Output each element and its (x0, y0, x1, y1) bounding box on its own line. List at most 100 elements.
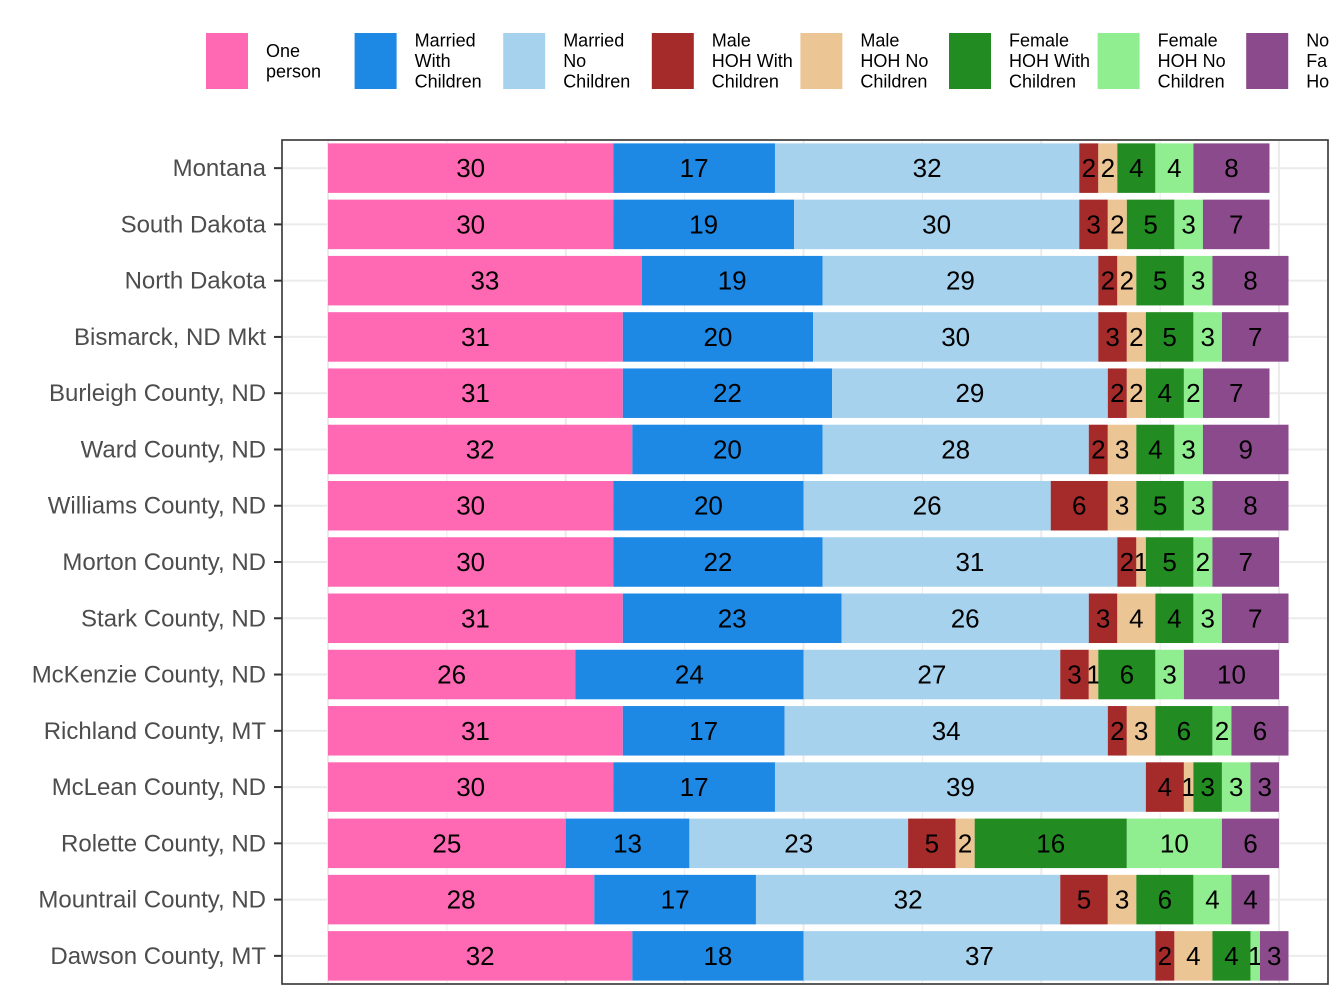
bar-segment-female-hoh-no-children (1250, 931, 1260, 981)
bar-segment-male-hoh-no-children (1183, 762, 1194, 812)
bar-segment-male-hoh-with-children (1098, 255, 1118, 306)
bar-segment-female-hoh-no-children (1155, 143, 1194, 193)
data-label: 1 (1134, 547, 1148, 577)
bar-segment-female-hoh-no-children (1183, 368, 1203, 418)
data-label: 4 (1243, 885, 1257, 915)
data-label: 3 (1086, 209, 1100, 239)
bar-segment-female-hoh-with-children (1155, 706, 1213, 756)
bar-segment-married-with-children (575, 649, 804, 700)
bar-segment-one-person (328, 762, 614, 812)
bar-segment-married-no-children (774, 143, 1080, 193)
data-label: 3 (1191, 266, 1205, 296)
data-label: 2 (1186, 378, 1200, 408)
data-label: 30 (456, 209, 485, 239)
data-label: 3 (1134, 716, 1148, 746)
y-tick-label: Bismarck, ND Mkt (74, 324, 266, 351)
data-label: 30 (456, 772, 485, 802)
legend-label: Male (860, 31, 899, 51)
data-label: 3 (1162, 660, 1176, 690)
data-label: 23 (718, 603, 747, 633)
data-label: 20 (703, 322, 732, 352)
data-label: 22 (703, 547, 732, 577)
data-label: 2 (1120, 547, 1134, 577)
bar-segment-married-with-children (613, 143, 775, 193)
bar-segment-male-hoh-with-children (1088, 593, 1118, 644)
bar-segment-one-person (328, 537, 614, 587)
bar-segment-male-hoh-with-children (1107, 368, 1127, 418)
data-label: 5 (1153, 491, 1167, 521)
data-label: 10 (1217, 660, 1246, 690)
legend-label: Children (860, 72, 927, 92)
data-label: 6 (1253, 716, 1267, 746)
data-label: 31 (461, 322, 490, 352)
legend-key (800, 33, 843, 89)
bar-segment-male-hoh-no-children (1174, 931, 1213, 981)
bar-segment-female-hoh-with-children (1212, 931, 1251, 981)
bar-segment-one-person (328, 480, 614, 531)
bar-segment-male-hoh-no-children (1107, 480, 1137, 531)
bar-segment-male-hoh-with-children (1060, 874, 1108, 925)
data-label: 3 (1181, 434, 1195, 464)
data-label: 5 (1143, 209, 1157, 239)
bar-segment-male-hoh-with-children (1079, 143, 1099, 193)
bar-segment-married-no-children (755, 874, 1061, 925)
data-label: 5 (925, 828, 939, 858)
data-label: 5 (1162, 322, 1176, 352)
bar-segment-female-hoh-with-children (1136, 255, 1184, 306)
bar-segment-female-hoh-with-children (1145, 312, 1194, 362)
bar-segment-married-with-children (565, 818, 690, 869)
data-label: 25 (432, 828, 461, 858)
y-tick-label: Rolette County, ND (61, 830, 266, 857)
bar-row-montana: 30 17 32 2 2 4 4 8 (328, 143, 1270, 193)
bar-segment-female-hoh-with-children (1155, 593, 1194, 644)
legend-key (1097, 33, 1140, 89)
bar-row-stark-county-nd: 31 23 26 3 4 4 3 7 (328, 593, 1289, 644)
bar-segment-male-hoh-no-children (1098, 143, 1118, 193)
bar-segment-one-person (328, 368, 623, 418)
legend: OnepersonMarriedWithChildrenMarriedNoChi… (206, 31, 1329, 92)
data-label: 2 (958, 828, 972, 858)
bar-row-south-dakota: 30 19 30 3 2 5 3 7 (328, 199, 1270, 250)
bar-segment-one-person (328, 593, 623, 644)
data-label: 31 (461, 716, 490, 746)
bar-segment-female-hoh-with-children (1145, 537, 1194, 587)
data-label: 3 (1258, 772, 1272, 802)
legend-label: person (266, 61, 321, 81)
bar-segment-non-family-ho (1231, 706, 1289, 756)
data-label: 4 (1224, 941, 1238, 971)
data-label: 3 (1115, 885, 1129, 915)
bar-segment-non-family-ho (1212, 255, 1289, 306)
data-label: 4 (1129, 603, 1143, 633)
y-tick-label: Williams County, ND (48, 493, 266, 520)
data-label: 10 (1160, 828, 1189, 858)
data-label: 22 (713, 378, 742, 408)
data-label: 31 (461, 603, 490, 633)
bar-segment-married-no-children (813, 312, 1099, 362)
legend-label: Children (563, 72, 630, 92)
bar-segment-one-person (328, 874, 595, 925)
bar-row-morton-county-nd: 30 22 31 2 1 5 2 7 (328, 537, 1279, 587)
data-label: 3 (1096, 603, 1110, 633)
data-label: 20 (713, 434, 742, 464)
bar-segment-male-hoh-no-children (1107, 424, 1137, 475)
bar-row-mclean-county-nd: 30 17 39 4 1 3 3 3 (328, 762, 1279, 812)
bar-segment-female-hoh-with-children (1145, 368, 1184, 418)
bar-segment-male-hoh-no-children (1136, 537, 1146, 587)
bar-segment-female-hoh-no-children (1174, 424, 1203, 475)
data-label: 37 (965, 941, 994, 971)
data-label: 33 (470, 266, 499, 296)
data-label: 19 (718, 266, 747, 296)
legend-key (651, 33, 694, 89)
y-tick-label: North Dakota (125, 268, 267, 295)
legend-key (949, 33, 991, 89)
data-label: 2 (1120, 266, 1134, 296)
data-label: 34 (932, 716, 961, 746)
bar-segment-married-with-children (594, 874, 756, 925)
data-label: 5 (1153, 266, 1167, 296)
y-tick-label: South Dakota (121, 211, 267, 238)
legend-label: Female (1009, 31, 1069, 51)
data-label: 30 (456, 547, 485, 577)
legend-label: With (415, 51, 451, 71)
